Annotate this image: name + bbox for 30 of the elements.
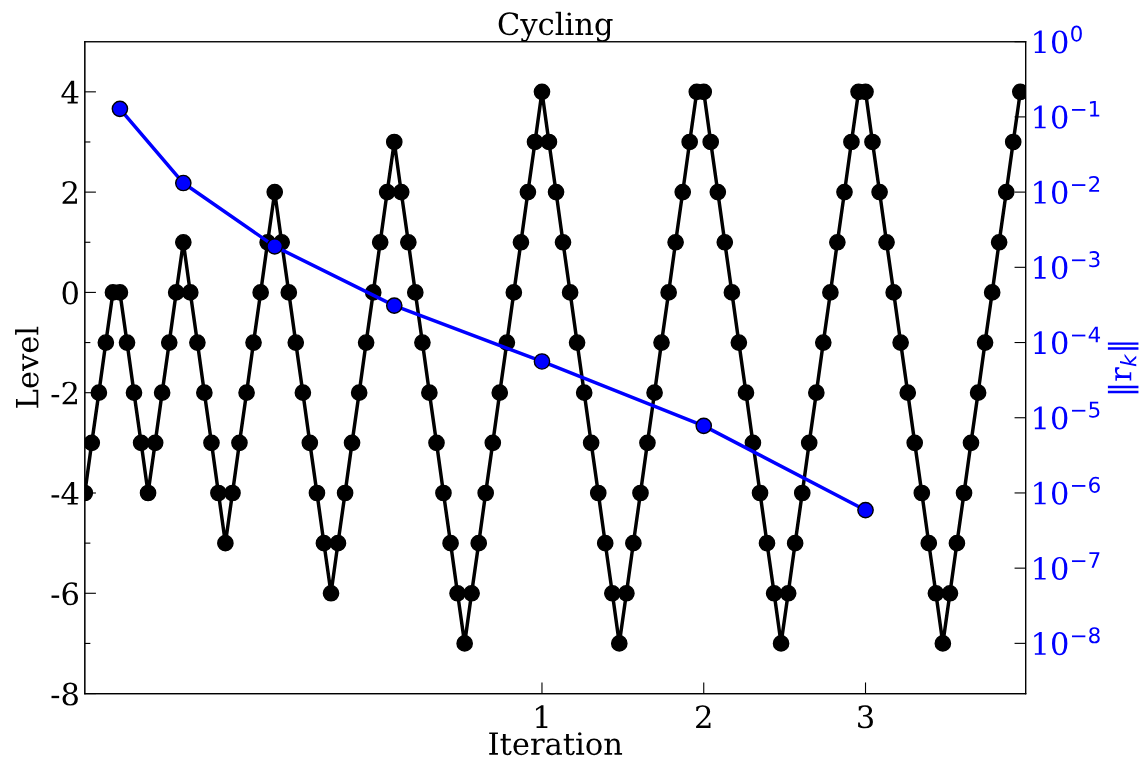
y-tick-label: 2 [62, 181, 77, 204]
y-tick-label: -4 [51, 481, 79, 505]
x-tick-label: 1 [535, 705, 548, 728]
y2-axis-title: ‖r$_{k}$‖ [1107, 342, 1139, 394]
point [111, 100, 129, 118]
y2-tick-label: 10$^{−3}$ [1034, 251, 1100, 280]
y-tick-label: 4 [61, 80, 79, 104]
y-tick-label: -6 [51, 582, 79, 606]
x-tick-label: 3 [858, 705, 873, 729]
chart-title: Cycling [498, 11, 613, 42]
x-tick-label: 2 [696, 705, 711, 728]
y2-tick-label: 10$^{−4}$ [1034, 326, 1101, 355]
y-axis-title: Level [15, 326, 39, 408]
point [385, 297, 403, 314]
y2-tick-label: 10$^{−7}$ [1034, 552, 1100, 580]
y2-tick-label: 10$^{−6}$ [1034, 476, 1100, 505]
y2-tick-label: 10$^{0}$ [1034, 25, 1082, 54]
y2-tick-label: 10$^{−5}$ [1034, 401, 1100, 430]
y2-tick-label: 10$^{−2}$ [1034, 175, 1100, 204]
point [533, 353, 551, 370]
point [857, 501, 874, 519]
point [695, 417, 713, 435]
point [174, 174, 192, 192]
y-tick-label: -2 [51, 381, 77, 405]
y-tick-label: -8 [51, 682, 78, 706]
x-axis-title: Iteration [489, 732, 623, 756]
point [266, 238, 284, 255]
y-tick-label: 0 [62, 281, 78, 305]
y2-tick-label: 10$^{−1}$ [1034, 101, 1100, 129]
y2-tick-label: 10$^{−8}$ [1034, 627, 1100, 656]
